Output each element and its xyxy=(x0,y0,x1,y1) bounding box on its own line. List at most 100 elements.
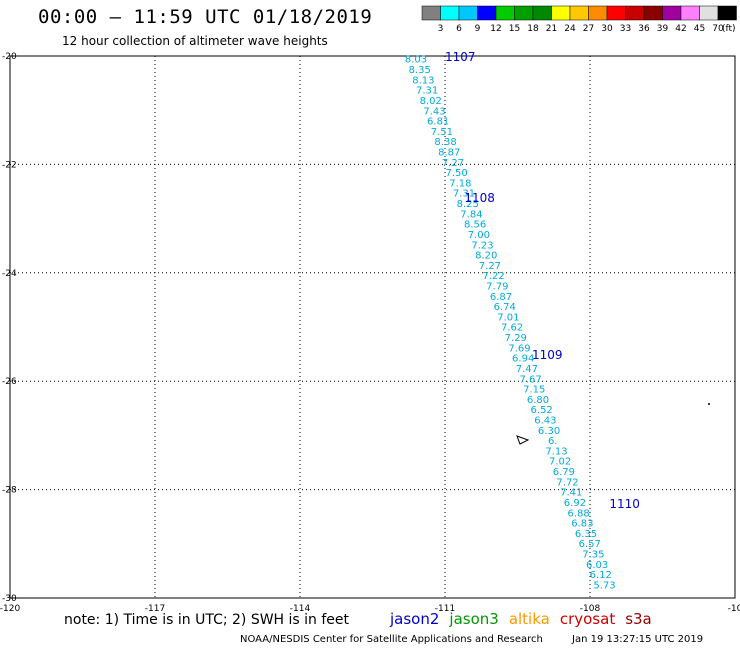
colorbar-swatch xyxy=(477,5,497,21)
swh-value-label: 7.02 xyxy=(549,457,571,468)
colorbar-swatch xyxy=(495,5,515,21)
swh-value-label: 6.94 xyxy=(512,354,534,365)
colorbar-swatch xyxy=(588,5,608,21)
time-label: 1108 xyxy=(464,191,495,205)
colorbar-label: 42 xyxy=(675,24,686,34)
swh-value-label: 7.01 xyxy=(497,312,519,323)
swh-value-label: 8.25 xyxy=(457,199,479,210)
stray-point xyxy=(708,403,710,405)
swh-value-label: 7.22 xyxy=(482,271,504,282)
colorbar-label: 18 xyxy=(527,24,539,34)
swh-value-label: 6.79 xyxy=(553,467,575,478)
swh-value-label: 7.15 xyxy=(523,385,545,396)
swh-value-label: 7.23 xyxy=(471,240,493,251)
swh-value-label: 7.00 xyxy=(468,230,490,241)
time-label: 1110 xyxy=(609,497,640,511)
swh-value-label: 6.52 xyxy=(531,405,553,416)
x-tick-label: -117 xyxy=(145,604,165,614)
swh-value-label: 7.62 xyxy=(501,323,523,334)
swh-value-label: 7.27 xyxy=(442,158,464,169)
colorbar-swatch xyxy=(680,5,700,21)
swh-value-label: 7.31 xyxy=(453,189,475,200)
colorbar-swatch xyxy=(458,5,478,21)
colorbar-label: 9 xyxy=(475,24,481,34)
swh-value-label: 8.56 xyxy=(464,220,486,231)
colorbar-swatch xyxy=(532,5,552,21)
swh-value-label: 6.35 xyxy=(575,529,597,540)
swh-value-label: 6.03 xyxy=(586,560,608,571)
swh-value-label: 6.12 xyxy=(590,570,612,581)
chart-title: 00:00 – 11:59 UTC 01/18/2019 xyxy=(38,6,373,28)
colorbar-label: 15 xyxy=(509,24,520,34)
colorbar-swatch xyxy=(569,5,589,21)
y-tick-label: -26 xyxy=(2,377,17,387)
swh-value-label: 8.02 xyxy=(420,96,442,107)
swh-value-label: 7.35 xyxy=(582,550,604,561)
swh-value-label: 6.80 xyxy=(527,395,549,406)
swh-value-label: 6.83 xyxy=(571,519,593,530)
colorbar-swatch xyxy=(514,5,534,21)
colorbar-swatch xyxy=(699,5,719,21)
y-tick-label: -20 xyxy=(2,52,17,62)
colorbar-swatch xyxy=(625,5,645,21)
colorbar-swatch xyxy=(440,5,460,21)
swh-value-label: 8.38 xyxy=(434,137,456,148)
swh-value-label: 7.43 xyxy=(423,106,445,117)
colorbar-swatch xyxy=(643,5,663,21)
x-tick-label: -111 xyxy=(435,604,455,614)
chart-subtitle: 12 hour collection of altimeter wave hei… xyxy=(62,34,328,48)
units-note: note: 1) Time is in UTC; 2) SWH is in fe… xyxy=(64,612,350,628)
swh-value-label: 8.35 xyxy=(409,65,431,76)
swh-value-label: 7.13 xyxy=(545,446,567,457)
colorbar-label: 24 xyxy=(564,24,576,34)
colorbar-label: 30 xyxy=(601,24,613,34)
satellite-legend: jason2 jason3 altika cryosat s3a xyxy=(390,610,662,628)
swh-value-label: 8.03 xyxy=(405,55,427,66)
colorbar-swatch xyxy=(662,5,682,21)
y-tick-label: -22 xyxy=(2,160,17,170)
colorbar-label: 36 xyxy=(638,24,650,34)
swh-value-label: 6.43 xyxy=(534,416,556,427)
time-label: 1107 xyxy=(445,50,476,64)
swh-value-label: 7.41 xyxy=(560,488,582,499)
swh-value-label: 6.81 xyxy=(427,117,449,128)
swh-value-label: 6. xyxy=(548,436,558,447)
colorbar-label: 70 xyxy=(712,24,724,34)
colorbar-label: 6 xyxy=(456,24,462,34)
x-tick-label: -120 xyxy=(0,604,20,614)
colorbar-swatch xyxy=(421,5,441,21)
swh-value-label: 8.87 xyxy=(438,147,460,158)
colorbar-label: 12 xyxy=(490,24,501,34)
satellite-legend-entry: jason2 xyxy=(390,610,440,628)
swh-value-label: 6.87 xyxy=(490,292,512,303)
y-tick-label: -24 xyxy=(2,269,17,279)
swh-value-label: 7.47 xyxy=(516,364,538,375)
colorbar-label: 45 xyxy=(694,24,705,34)
swh-value-label: 7.67 xyxy=(519,374,541,385)
swh-track: 8.038.358.137.318.027.436.817.518.388.87… xyxy=(405,55,616,592)
swh-value-label: 6.74 xyxy=(494,302,516,313)
swh-value-label: 7.18 xyxy=(449,178,471,189)
colorbar-label: 33 xyxy=(620,24,631,34)
colorbar-label: 21 xyxy=(546,24,557,34)
colorbar-swatch xyxy=(551,5,571,21)
swh-value-label: 7.79 xyxy=(486,281,508,292)
swh-value-label: 7.29 xyxy=(505,333,527,344)
time-label: 1109 xyxy=(532,348,563,362)
swh-value-label: 8.13 xyxy=(412,75,434,86)
colorbar-swatch xyxy=(717,5,737,21)
colorbar-label: 3 xyxy=(438,24,444,34)
footer-credit: NOAA/NESDIS Center for Satellite Applica… xyxy=(240,634,703,645)
swh-value-label: 8.20 xyxy=(475,251,497,262)
swh-value-label: 6.30 xyxy=(538,426,560,437)
colorbar-swatch xyxy=(606,5,626,21)
plot-frame xyxy=(9,55,736,599)
swh-value-label: 7.84 xyxy=(460,209,482,220)
satellite-legend-entry: altika xyxy=(508,610,550,628)
axis-ticks: -120 -117 -114 -111 -108 -10 -20 -22 -24 -26 -28 -3… xyxy=(0,52,740,614)
colorbar: 3 6 9 12 15 18 21 24 27 30 33 36 39 42 45 70(ft) xyxy=(421,5,737,34)
colorbar-label: 27 xyxy=(583,24,594,34)
swh-value-label: 7.27 xyxy=(479,261,501,272)
time-labels: 1107 1108 1109 1110 xyxy=(445,50,640,511)
